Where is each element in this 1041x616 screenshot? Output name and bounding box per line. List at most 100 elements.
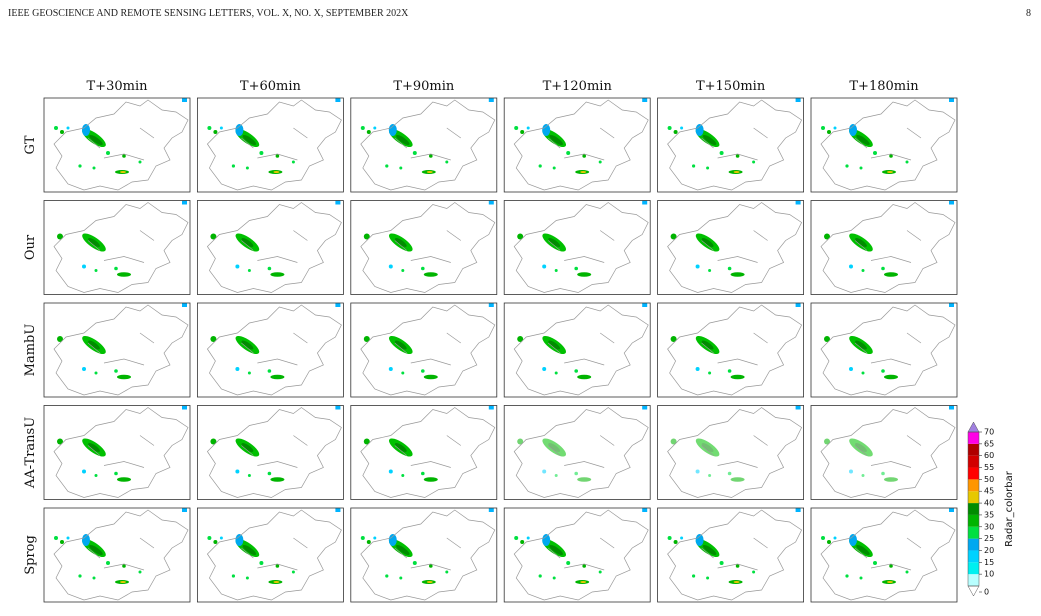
precipitation (824, 435, 898, 482)
panel-frame (503, 507, 651, 603)
panel-frame (350, 97, 498, 193)
map-panel (196, 97, 344, 193)
panel-frame (503, 97, 651, 193)
panel-frame (43, 200, 191, 295)
map-panel (503, 302, 651, 398)
colorbar-tick-label: 0 (984, 588, 989, 597)
colorbar-segment (968, 491, 979, 504)
row-label: GT (23, 135, 38, 154)
map-panel (503, 200, 651, 295)
colorbar-tick-label: 45 (984, 487, 994, 496)
panel-frame (43, 302, 191, 398)
colorbar-label: Radar_colorbar (1004, 470, 1015, 547)
colorbar-frame (967, 431, 980, 587)
precipitation (210, 230, 285, 277)
panel-frame (196, 405, 344, 500)
map-panel (657, 507, 804, 603)
map-panel (43, 302, 191, 398)
map-panel (657, 405, 804, 500)
panel-frame (657, 302, 804, 398)
colorbar-tick-label: 55 (984, 463, 994, 472)
map-outline (206, 200, 342, 293)
precipitation (210, 435, 285, 482)
precipitation (57, 435, 131, 482)
precipitation (57, 332, 131, 380)
map-outline (513, 200, 649, 293)
map-outline (206, 302, 342, 396)
precipitation (670, 332, 745, 380)
map-panel (196, 405, 344, 500)
panel-frame (503, 200, 651, 295)
colorbar-tick-label: 40 (984, 499, 994, 508)
panel-frame (350, 302, 498, 398)
map-outline (53, 97, 189, 191)
colorbar-segment (968, 432, 979, 444)
colorbar-segment (968, 514, 979, 527)
column-label: T+120min (543, 79, 613, 94)
column-label: T+150min (696, 79, 766, 94)
map-outline (820, 200, 956, 293)
precipitation (517, 230, 592, 277)
colorbar-tick-label: 20 (984, 546, 994, 555)
running-header: IEEE GEOSCIENCE AND REMOTE SENSING LETTE… (8, 8, 409, 19)
precipitation (517, 332, 592, 380)
colorbar-segment (968, 479, 979, 492)
map-outline (53, 302, 189, 396)
row-label: Our (23, 234, 38, 260)
map-panel (503, 405, 651, 500)
map-panel (43, 97, 191, 193)
panel-frame (810, 97, 958, 193)
map-outline (206, 405, 342, 498)
colorbar-segment (968, 574, 979, 586)
precipitation (670, 435, 745, 482)
map-outline (513, 405, 649, 498)
precipitation (824, 332, 898, 380)
colorbar-tick-label: 50 (984, 475, 994, 484)
panel-frame (350, 507, 498, 603)
colorbar-tick-label: 60 (984, 451, 994, 460)
map-outline (667, 405, 803, 498)
map-outline (513, 302, 649, 396)
map-outline (820, 97, 956, 191)
map-panel (503, 97, 651, 193)
column-label: T+60min (240, 79, 302, 94)
map-panel (810, 302, 958, 398)
map-outline (667, 302, 803, 396)
map-outline (360, 507, 496, 601)
map-panel (657, 302, 804, 398)
map-outline (360, 97, 496, 191)
precipitation (363, 332, 438, 380)
panel-frame (503, 302, 651, 398)
map-panel (350, 302, 498, 398)
map-panel (657, 200, 804, 295)
precipitation (210, 332, 285, 380)
map-outline (360, 200, 496, 293)
precipitation (363, 435, 438, 482)
panel-frame (43, 507, 191, 603)
column-label: T+180min (849, 79, 919, 94)
colorbar-segment (968, 467, 979, 480)
map-panel (810, 507, 958, 603)
map-outline (360, 405, 496, 498)
colorbar-segment (968, 443, 979, 456)
map-outline (53, 200, 189, 293)
column-label: T+90min (393, 79, 455, 94)
colorbar-tick-label: 25 (984, 534, 994, 543)
panel-frame (810, 302, 958, 398)
precipitation (824, 230, 898, 277)
panel-frame (196, 200, 344, 295)
map-panel (810, 97, 958, 193)
colorbar-tick-label: 65 (984, 439, 994, 448)
panel-frame (657, 200, 804, 295)
map-panel (43, 405, 191, 500)
colorbar-segment (968, 562, 979, 575)
row-label: AA-TransU (23, 417, 38, 489)
map-panel (810, 200, 958, 295)
panel-frame (196, 302, 344, 398)
colorbar-extend-top (967, 421, 980, 433)
panel-frame (43, 405, 191, 500)
map-panel (196, 507, 344, 603)
map-outline (820, 405, 956, 498)
map-panel (43, 507, 191, 603)
map-panel (350, 507, 498, 603)
